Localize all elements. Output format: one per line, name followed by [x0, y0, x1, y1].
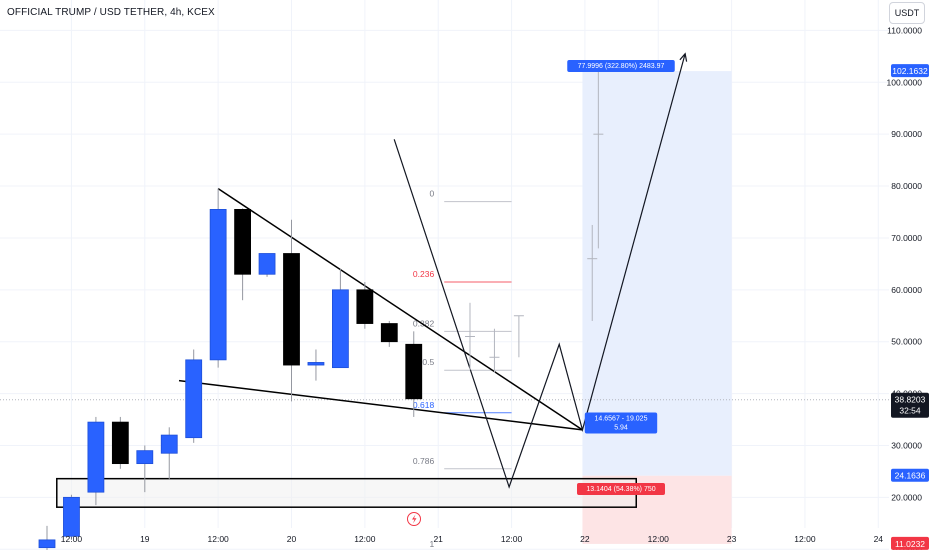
price-tick-label: 70.0000 [891, 233, 922, 243]
time-tick-label: 20 [287, 534, 297, 544]
entry-price-tag-bg [891, 468, 929, 482]
fib-level-label: 0 [429, 189, 434, 199]
candle-body[interactable] [63, 496, 80, 537]
time-tick-label: 22 [580, 534, 590, 544]
price-tick-label: 110.0000 [887, 25, 922, 35]
price-tick-label: 90.0000 [891, 129, 922, 139]
candle-body[interactable] [38, 539, 56, 549]
candle-body[interactable] [258, 253, 276, 275]
logo-circle [407, 512, 421, 526]
entry-badge-text: 14.6567 - 19.025 [595, 416, 648, 423]
time-tick-label: 23 [727, 534, 737, 544]
fib-level-label: 0.236 [413, 269, 435, 279]
wedge-lower-line[interactable] [178, 379, 583, 431]
candle-body[interactable] [87, 421, 105, 493]
zones [56, 71, 732, 544]
bar-countdown: 32:54 [899, 406, 921, 416]
candle-body[interactable] [185, 359, 203, 439]
time-tick-label: 12:00 [501, 534, 523, 544]
candle-body[interactable] [111, 421, 129, 465]
tradingview-logo-icon[interactable] [407, 512, 421, 526]
target-zone [582, 71, 732, 476]
time-axis: 12:00 19 12:00 20 12:00 21 12:00 22 12:00 23 12:00… [61, 534, 883, 544]
lightning-icon [412, 514, 417, 524]
candle-body[interactable] [380, 323, 398, 343]
fib-level-label: 0.618 [413, 400, 435, 410]
price-tick-label: 20.0000 [891, 492, 922, 502]
stop-badge-bg [577, 483, 665, 495]
price-axis-bg [889, 0, 932, 550]
current-price-tag-bg [891, 392, 929, 418]
entry-price-tag[interactable]: 24.1636 [895, 471, 926, 481]
entry-badge-bg [584, 412, 658, 434]
fib-level-label: 0.786 [413, 456, 435, 466]
fib-level-label: 0.382 [413, 318, 435, 328]
wedge-upper-line[interactable] [217, 188, 583, 431]
candle-body[interactable] [307, 362, 325, 366]
current-price-tag[interactable]: 38.8203 [895, 395, 926, 405]
time-tick-label: 21 [433, 534, 443, 544]
fib-level-label: 1 [429, 539, 434, 549]
candle-body[interactable] [331, 289, 349, 369]
target-price-tag-bg [891, 64, 929, 78]
price-axis: 110.0000 100.0000 90.0000 80.0000 70.0000 60.… [887, 0, 932, 554]
time-tick-label: 12:00 [648, 534, 670, 544]
stop-price-tag-bg [891, 536, 929, 550]
candles [38, 188, 423, 552]
price-tick-label: 50.0000 [891, 337, 922, 347]
time-tick-label: 19 [140, 534, 150, 544]
time-tick-label: 12:00 [61, 534, 83, 544]
candle-body[interactable] [283, 253, 300, 366]
candle-body[interactable] [234, 209, 252, 275]
grid [0, 0, 889, 550]
target-badge-bg [567, 60, 675, 72]
entry-badge-text: 5.94 [614, 425, 628, 432]
projection-arrow-head [679, 52, 688, 62]
currency-button[interactable]: USDT [889, 2, 925, 24]
stop-price-tag[interactable]: 11.0232 [895, 539, 925, 549]
support-zone-box[interactable] [56, 477, 637, 508]
price-tick-label: 30.0000 [891, 440, 922, 450]
candle-body[interactable] [405, 343, 423, 400]
time-tick-label: 12:00 [354, 534, 376, 544]
target-badge-text: 77.9996 (322.80%) 2483.97 [578, 63, 665, 70]
position-badges: 77.9996 (322.80%) 2483.97 14.6567 - 19.02… [567, 60, 675, 495]
projection-path[interactable] [393, 53, 686, 489]
time-tick-label: 12:00 [208, 534, 230, 544]
trend-lines [0, 52, 889, 489]
candle-body[interactable] [209, 209, 227, 361]
projected-bars [464, 71, 604, 373]
symbol-title[interactable]: OFFICIAL TRUMP / USD TETHER, 4h, KCEX [7, 7, 215, 18]
candle-body[interactable] [356, 289, 374, 324]
target-price-tag[interactable]: 102.1632 [892, 66, 928, 76]
price-tick-label: 60.0000 [891, 285, 922, 295]
fib-level-label: 0.5 [422, 357, 434, 367]
time-tick-label: 24 [874, 534, 884, 544]
time-tick-label: 12:00 [794, 534, 816, 544]
price-tick-label: 100.0000 [887, 77, 923, 87]
stop-badge-text: 13.1404 (54.38%) 750 [586, 486, 655, 493]
candle-body[interactable] [136, 450, 154, 465]
price-tick-label: 80.0000 [891, 181, 922, 191]
candle-body[interactable] [160, 434, 178, 454]
